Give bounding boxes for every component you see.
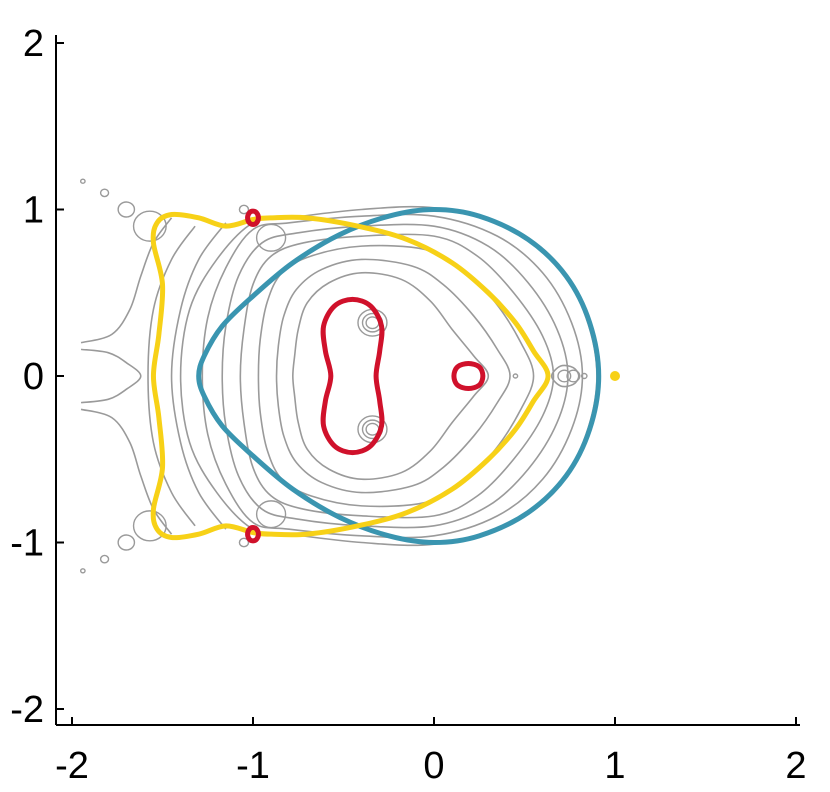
series-line (451, 361, 486, 391)
x-tick-label: 2 (785, 745, 806, 787)
series-line (150, 211, 551, 541)
x-tick-label: -1 (236, 745, 270, 787)
background-circle (238, 204, 250, 215)
background-contour (275, 258, 511, 494)
background-contour (550, 364, 580, 388)
background-contour (170, 222, 227, 530)
background-contours (80, 205, 598, 547)
background-contour (221, 223, 569, 529)
background-circle (566, 369, 581, 383)
y-tick-label: -1 (10, 523, 44, 565)
x-tick-label: -2 (55, 745, 89, 787)
background-contour (179, 205, 598, 547)
data-point-marker (610, 371, 620, 381)
background-contour (147, 225, 196, 527)
background-circle (255, 500, 287, 529)
background-contour (201, 213, 584, 539)
background-contour (80, 348, 142, 404)
background-circle (557, 369, 572, 383)
background-circle (238, 537, 250, 548)
series-line (196, 207, 602, 545)
background-circle (117, 201, 136, 218)
series-line (245, 525, 261, 544)
background-circle (79, 568, 86, 574)
y-tick-label: -2 (10, 689, 44, 731)
x-tick-label: 1 (604, 745, 625, 787)
series-line (245, 208, 261, 227)
x-tick-label: 0 (423, 745, 444, 787)
background-circle (117, 534, 136, 551)
series-layer (150, 207, 602, 545)
background-circle (99, 554, 110, 564)
background-circle (132, 510, 167, 542)
background-circle (132, 210, 167, 242)
background-contour (239, 233, 555, 519)
background-contour (292, 271, 490, 481)
background-circle (512, 373, 519, 379)
series-line (320, 296, 385, 456)
y-axis-ticks: -2 -1 0 1 2 (10, 23, 64, 731)
y-tick-label: 1 (23, 190, 44, 232)
markers-layer (610, 371, 620, 381)
background-circle (255, 223, 287, 252)
background-circle (79, 178, 86, 184)
y-tick-label: 2 (23, 23, 44, 65)
y-tick-label: 0 (23, 356, 44, 398)
background-circle (580, 372, 588, 380)
background-circle (99, 188, 110, 198)
x-axis-ticks: -2 -1 0 1 2 (55, 717, 807, 787)
